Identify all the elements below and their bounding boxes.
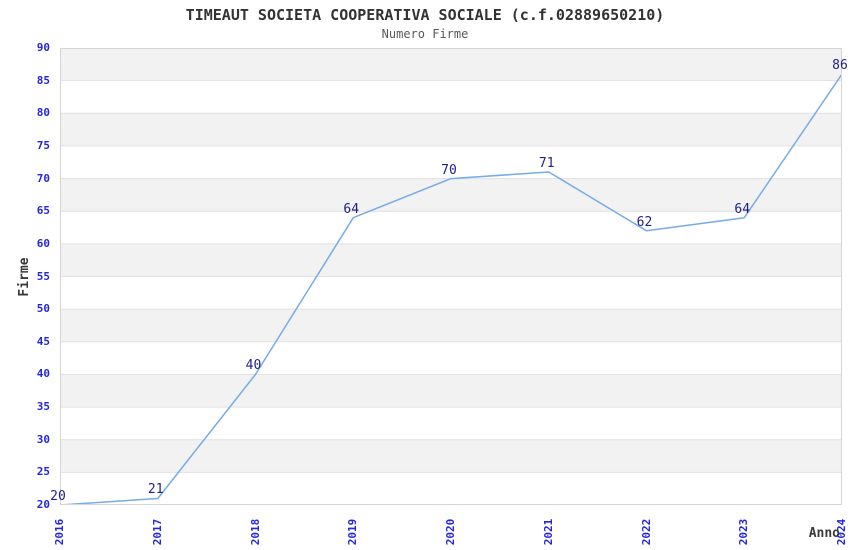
data-point-label: 21 [147,482,164,498]
background-band [60,243,842,277]
background-band [60,178,842,212]
data-line [60,73,842,505]
y-tick-label: 55 [36,269,50,283]
x-tick-label: 2020 [444,518,457,546]
background-band [60,309,842,342]
data-point-label: 86 [832,58,848,74]
y-tick-label: 80 [36,106,50,120]
background-band [60,48,842,81]
x-tick-label: 2017 [150,518,164,546]
background-band [60,80,842,114]
y-tick-label: 50 [36,302,50,316]
x-tick-label: 2023 [737,518,751,546]
y-tick-label: 35 [36,400,50,414]
data-point-label: 70 [441,162,457,178]
y-tick-label: 65 [36,204,50,218]
y-tick-label: 20 [36,498,50,511]
y-tick-label: 40 [36,367,50,381]
line-series-svg [60,48,842,505]
x-tick-label: 2021 [541,518,555,546]
x-tick-label: 2022 [639,518,653,546]
background-band [60,439,842,473]
chart-title: TIMEAUT SOCIETA COOPERATIVA SOCIALE (c.f… [185,6,665,24]
x-axis-title: Anno [808,526,840,541]
y-tick-label: 75 [36,138,50,152]
data-point-label: 20 [50,489,66,504]
y-tick-label: 70 [36,171,50,185]
data-point-label: 40 [245,358,262,374]
y-tick-label: 45 [36,334,50,348]
background-band [60,276,842,310]
chart-subtitle: Numero Firme [381,27,469,41]
data-point-label: 62 [636,214,653,230]
data-point-label: 71 [538,156,555,172]
background-band [60,407,842,440]
background-band [60,341,842,375]
plot-border [60,48,842,505]
background-band [60,113,842,146]
y-tick-label: 25 [36,465,50,479]
x-tick-label: 2018 [248,518,262,546]
x-tick-label: 2016 [53,518,66,546]
y-tick-label: 30 [36,432,50,446]
x-tick-label: 2019 [346,518,360,546]
y-tick-label: 90 [36,41,50,54]
background-band [60,374,842,408]
data-point-label: 64 [343,201,360,217]
background-band [60,472,842,505]
background-band [60,211,842,244]
plot-area [60,48,842,505]
data-point-label: 64 [734,201,751,217]
background-band [60,145,842,179]
y-tick-label: 60 [36,236,50,250]
y-tick-label: 85 [36,73,50,87]
